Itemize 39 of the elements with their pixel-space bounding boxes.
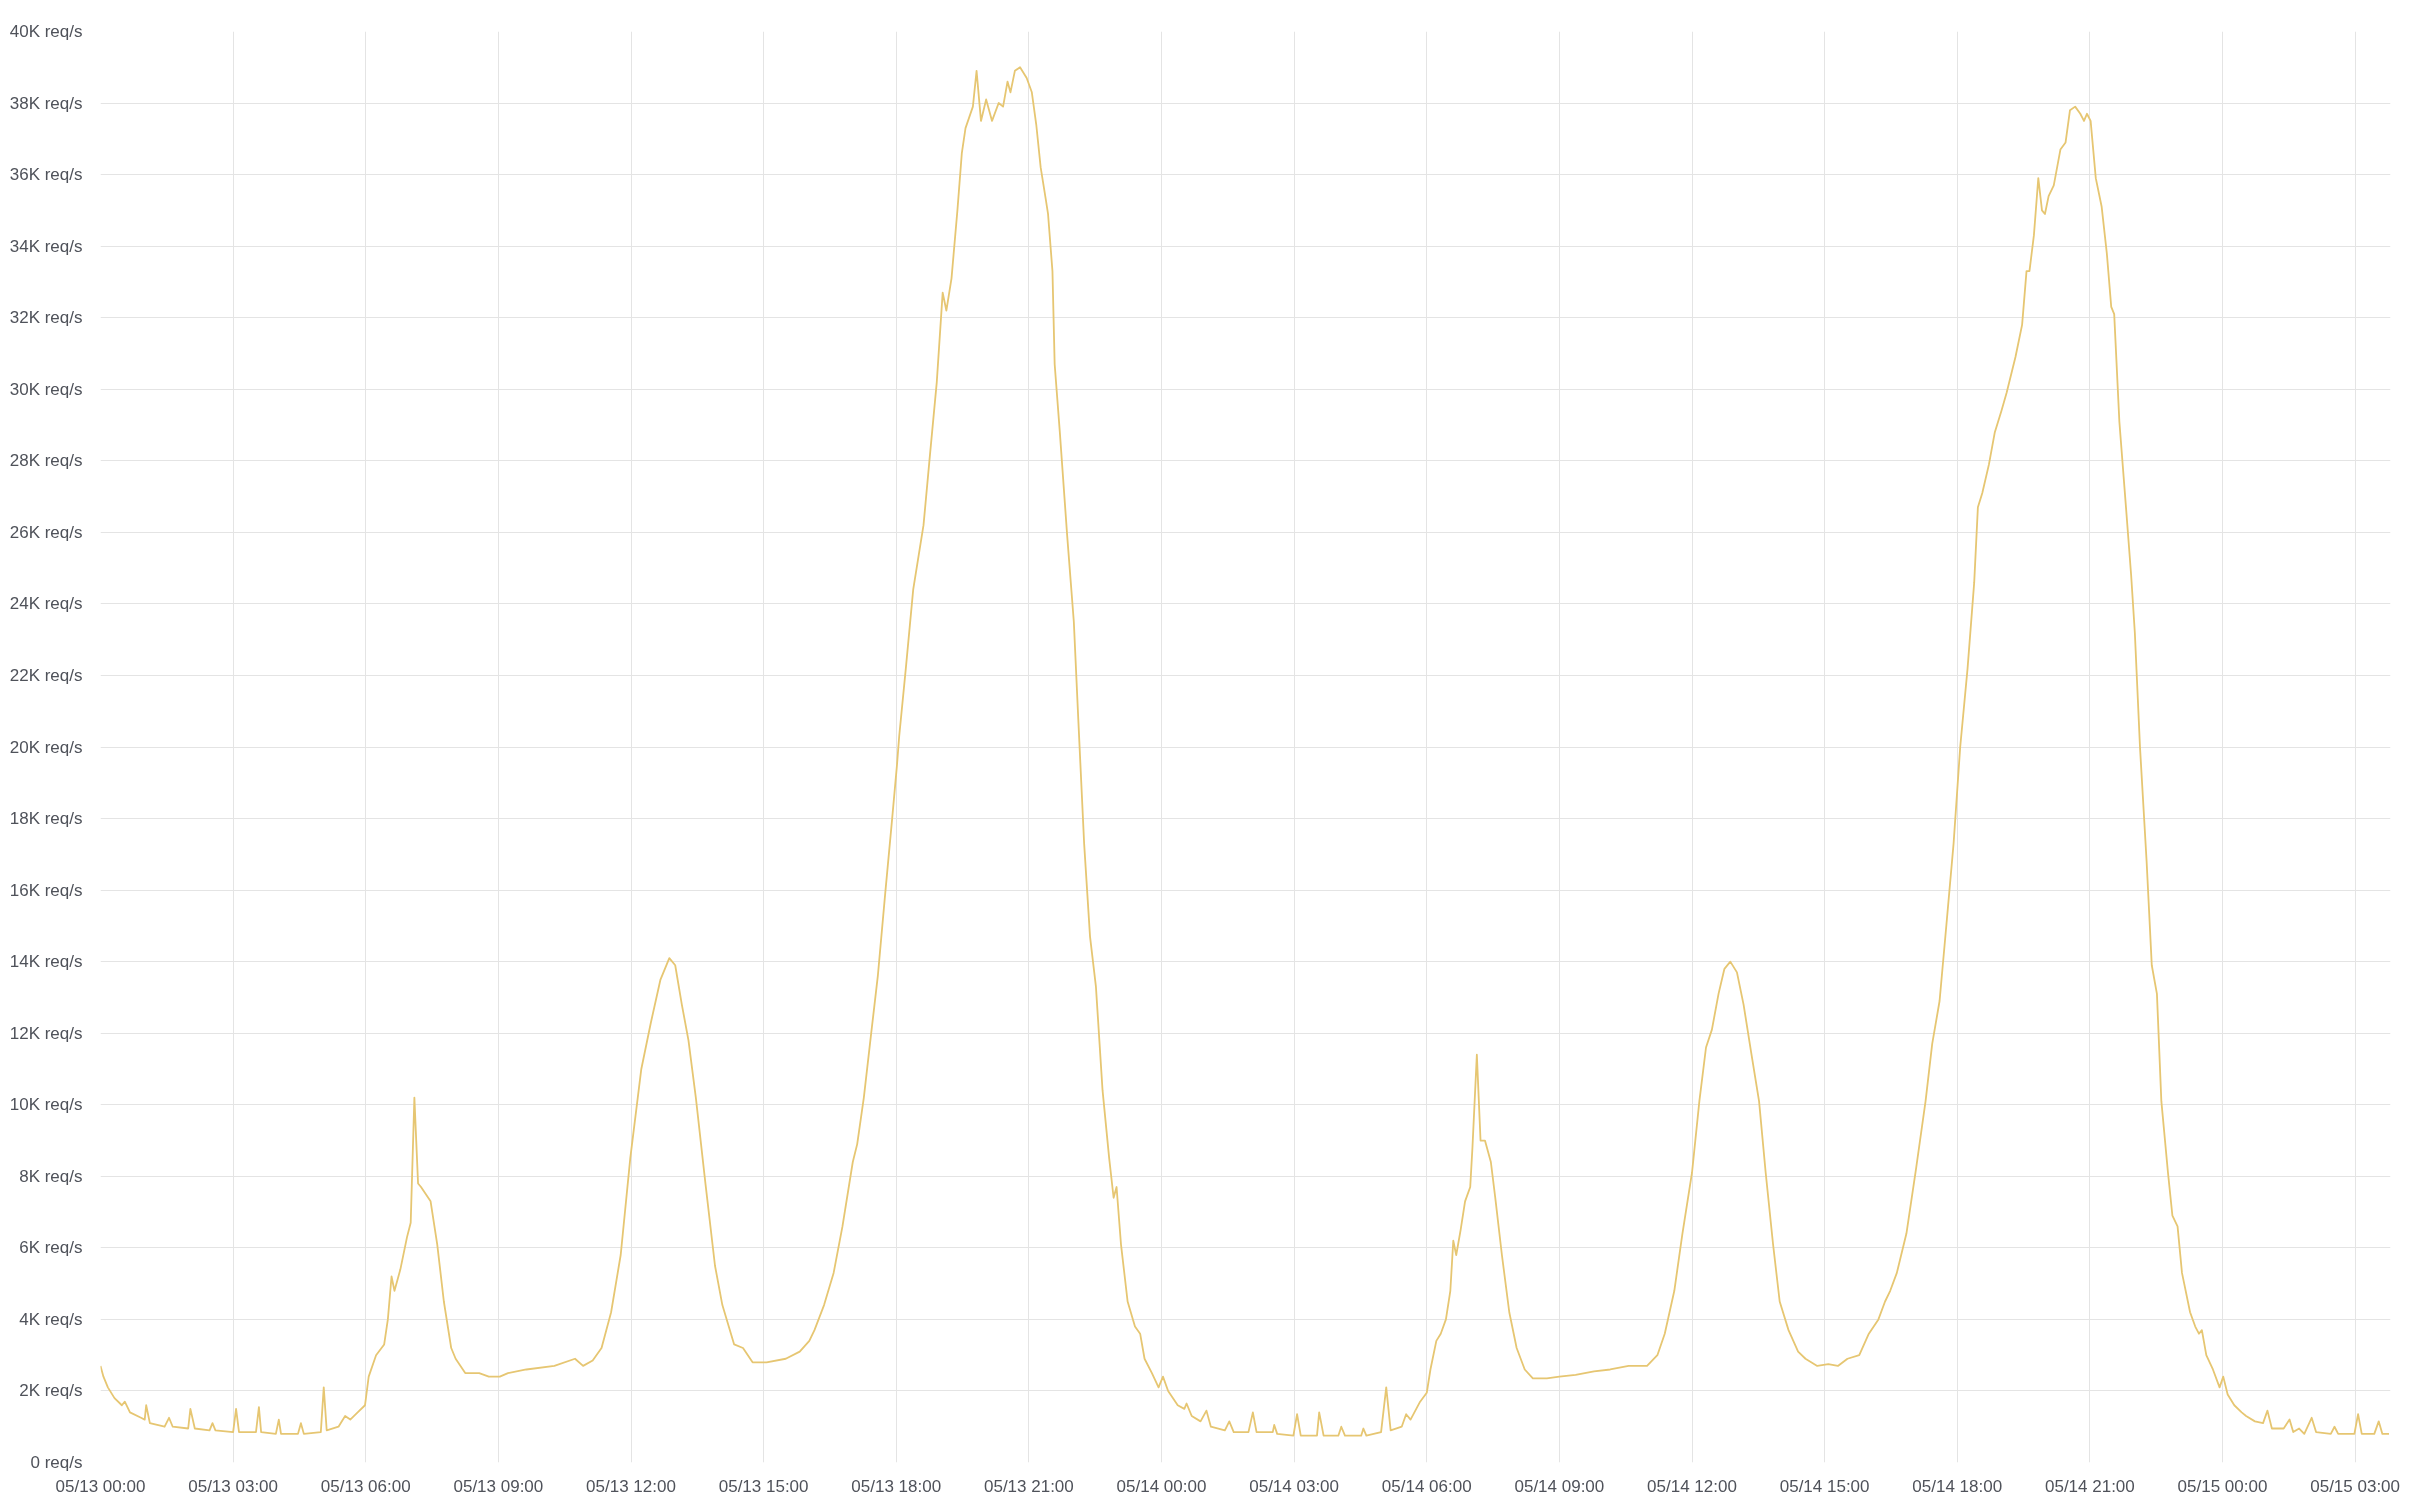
y-tick-label: 36K req/s: [9, 165, 83, 185]
x-tick-label: 05/14 00:00: [1116, 1476, 1207, 1496]
x-tick-label: 05/14 03:00: [1249, 1476, 1340, 1496]
y-tick-label: 0 req/s: [30, 1453, 83, 1472]
y-tick-label: 28K req/s: [9, 451, 83, 471]
y-tick-label: 34K req/s: [9, 236, 83, 256]
y-tick-label: 30K req/s: [9, 379, 83, 399]
y-tick-label: 2K req/s: [19, 1381, 83, 1401]
y-tick-label: 10K req/s: [9, 1095, 83, 1115]
y-tick-label: 26K req/s: [9, 522, 83, 542]
y-tick-label: 14K req/s: [9, 952, 83, 972]
x-tick-label: 05/14 21:00: [2044, 1476, 2135, 1496]
y-tick-label: 18K req/s: [9, 809, 83, 829]
y-tick-label: 8K req/s: [19, 1166, 83, 1186]
x-tick-label: 05/13 09:00: [453, 1476, 544, 1496]
x-tick-label: 05/13 06:00: [320, 1476, 411, 1496]
y-tick-label: 22K req/s: [9, 665, 83, 685]
y-tick-label: 32K req/s: [9, 308, 83, 328]
x-tick-label: 05/14 15:00: [1779, 1476, 1870, 1496]
x-tick-label: 05/13 03:00: [188, 1476, 279, 1496]
y-tick-label: 6K req/s: [19, 1238, 83, 1258]
x-tick-label: 05/14 12:00: [1647, 1476, 1737, 1496]
x-tick-label: 05/14 18:00: [1912, 1476, 2003, 1496]
y-tick-label: 40K req/s: [9, 22, 83, 41]
x-tick-label: 05/13 15:00: [718, 1476, 809, 1496]
x-tick-label: 05/13 18:00: [851, 1476, 942, 1496]
y-tick-label: 12K req/s: [9, 1023, 83, 1043]
y-tick-label: 38K req/s: [9, 93, 83, 113]
y-tick-label: 4K req/s: [19, 1309, 83, 1329]
x-tick-label: 05/13 00:00: [55, 1476, 146, 1496]
x-tick-label: 05/13 12:00: [586, 1476, 676, 1496]
x-tick-label: 05/14 06:00: [1381, 1476, 1472, 1496]
y-tick-label: 16K req/s: [9, 880, 83, 900]
x-tick-label: 05/13 21:00: [983, 1476, 1074, 1496]
x-tick-label: 05/15 00:00: [2177, 1476, 2268, 1496]
x-tick-label: 05/15 03:00: [2310, 1476, 2401, 1496]
y-tick-label: 24K req/s: [9, 594, 83, 614]
y-tick-label: 20K req/s: [9, 737, 83, 757]
x-tick-label: 05/14 09:00: [1514, 1476, 1605, 1496]
